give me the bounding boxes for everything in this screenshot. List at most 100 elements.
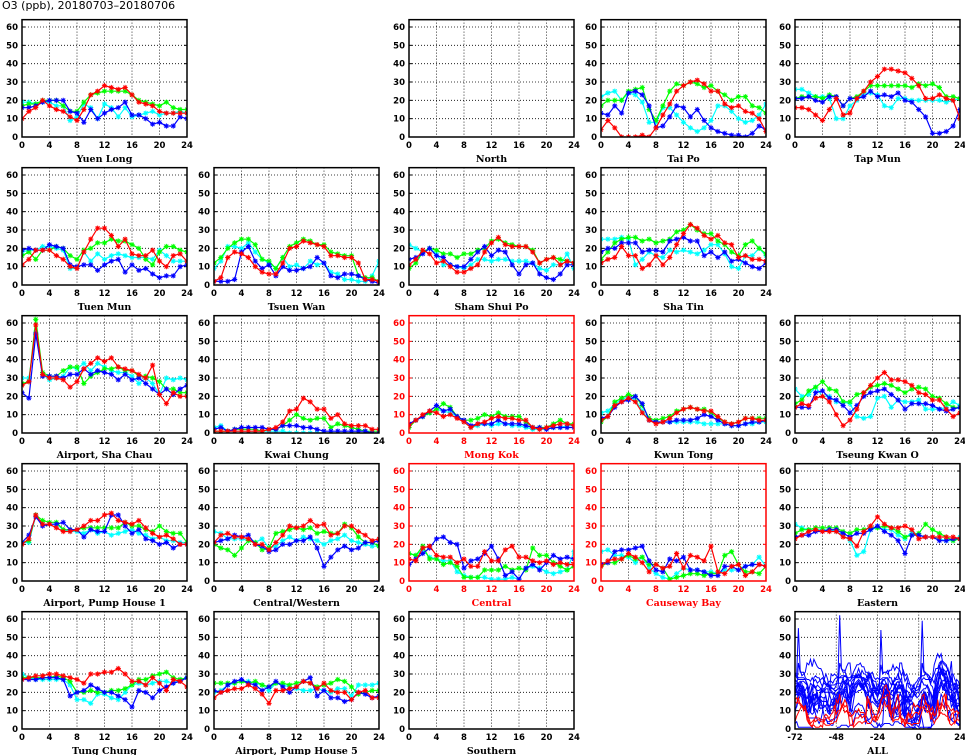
data-point-marker (756, 116, 762, 122)
data-point-marker (729, 258, 735, 264)
data-point-marker (819, 528, 826, 535)
data-point-marker (936, 530, 942, 536)
data-point-marker (67, 371, 73, 377)
series-group (409, 401, 574, 432)
plot-frame (213, 166, 380, 286)
data-point-marker (468, 574, 474, 580)
data-point-marker (143, 536, 149, 542)
data-point-marker (238, 424, 245, 431)
data-point-marker (413, 260, 419, 266)
data-point-marker (33, 105, 39, 111)
data-point-marker (170, 377, 176, 383)
y-tick-label: 50 (393, 337, 405, 347)
data-point-marker (653, 117, 659, 124)
x-tick-label: 8 (266, 289, 272, 299)
data-point-marker (53, 521, 59, 527)
data-point-marker (115, 364, 121, 370)
data-point-marker (619, 395, 625, 401)
data-point-marker (170, 386, 176, 392)
x-tick-label: 12 (872, 585, 884, 595)
data-point-marker (653, 247, 659, 253)
data-point-marker (943, 538, 949, 544)
data-point-marker (454, 569, 460, 575)
data-point-marker (516, 565, 522, 571)
data-point-marker (936, 97, 942, 103)
data-point-marker (287, 267, 293, 273)
data-point-marker (923, 114, 929, 120)
data-point-marker (482, 243, 488, 250)
data-point-marker (177, 678, 183, 684)
data-point-marker (307, 417, 313, 423)
data-point-marker (33, 322, 39, 328)
data-point-marker (122, 671, 128, 677)
data-point-marker (756, 265, 762, 272)
data-point-marker (362, 428, 368, 433)
data-point-marker (722, 552, 728, 558)
data-point-marker (321, 563, 327, 569)
data-point-marker (348, 538, 355, 544)
data-point-marker (115, 251, 121, 257)
data-point-marker (143, 682, 149, 688)
data-point-marker (177, 390, 183, 396)
data-point-marker (420, 412, 426, 418)
data-point-marker (225, 687, 231, 694)
data-point-marker (440, 408, 446, 414)
data-point-marker (328, 532, 334, 538)
data-point-marker (129, 254, 135, 261)
data-point-marker (218, 278, 224, 284)
data-point-marker (653, 561, 659, 568)
data-point-marker (619, 556, 625, 562)
data-point-marker (454, 541, 460, 547)
data-point-marker (108, 695, 114, 701)
x-tick-label: 8 (266, 733, 272, 743)
panel-title: Tsuen Wan (268, 302, 326, 313)
data-point-marker (225, 547, 231, 553)
data-point-marker (564, 561, 570, 568)
data-point-marker (342, 421, 348, 427)
data-point-marker (847, 399, 853, 405)
data-point-marker (902, 379, 908, 385)
data-point-marker (60, 368, 66, 374)
data-point-marker (74, 527, 80, 533)
data-point-marker (715, 569, 721, 575)
data-point-marker (245, 536, 251, 542)
y-tick-label: 60 (6, 319, 18, 329)
data-point-marker (122, 105, 128, 111)
data-point-marker (660, 569, 666, 575)
data-point-marker (101, 83, 108, 89)
x-tick-label: -48 (829, 733, 844, 743)
data-point-marker (687, 221, 693, 228)
data-point-marker (335, 271, 341, 277)
data-point-marker (674, 410, 680, 416)
data-point-marker (81, 697, 87, 703)
data-point-marker (115, 512, 121, 518)
x-tick-label: 8 (74, 437, 80, 447)
data-point-marker (509, 415, 515, 421)
data-point-marker (950, 97, 956, 103)
x-tick-label: 4 (434, 141, 440, 151)
data-point-marker (530, 545, 536, 551)
data-point-marker (369, 687, 375, 694)
x-tick-label: 20 (927, 437, 939, 447)
data-point-marker (495, 576, 501, 581)
x-tick-label: 4 (626, 289, 632, 299)
y-tick-label: 0 (591, 133, 597, 143)
data-point-marker (293, 406, 300, 412)
data-point-marker (287, 408, 293, 414)
data-point-marker (115, 114, 121, 120)
data-point-marker (170, 536, 176, 542)
data-point-marker (293, 243, 300, 250)
data-point-marker (60, 97, 66, 103)
data-point-marker (701, 247, 707, 253)
data-point-marker (348, 697, 355, 703)
data-point-marker (33, 512, 39, 518)
data-point-marker (674, 558, 680, 564)
data-point-marker (674, 550, 680, 557)
data-point-marker (447, 412, 453, 418)
data-point-marker (639, 249, 645, 255)
data-point-marker (447, 554, 453, 560)
data-point-marker (680, 231, 687, 237)
y-tick-label: 40 (779, 652, 791, 662)
data-point-marker (653, 571, 659, 577)
data-point-marker (660, 238, 666, 244)
